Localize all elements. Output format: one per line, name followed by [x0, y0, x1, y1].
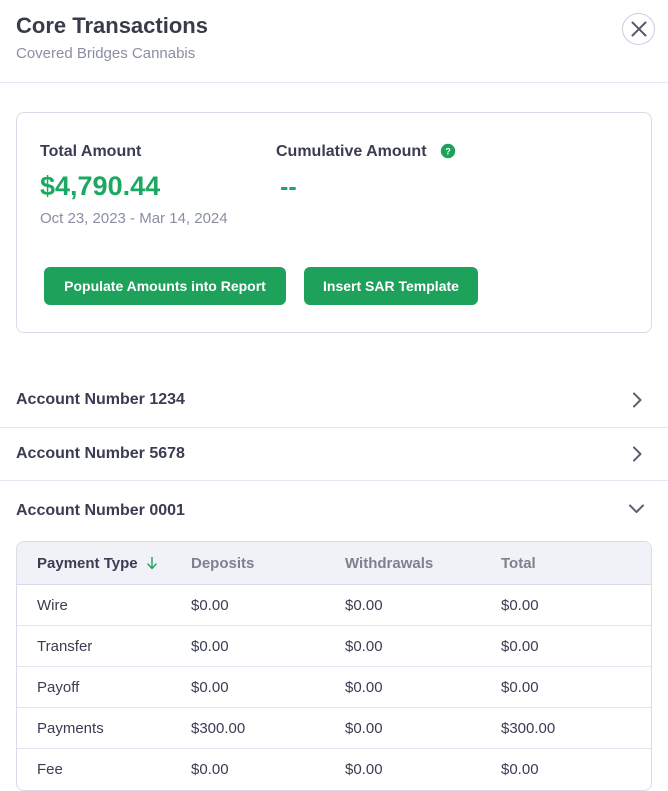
svg-text:?: ? [445, 147, 450, 157]
